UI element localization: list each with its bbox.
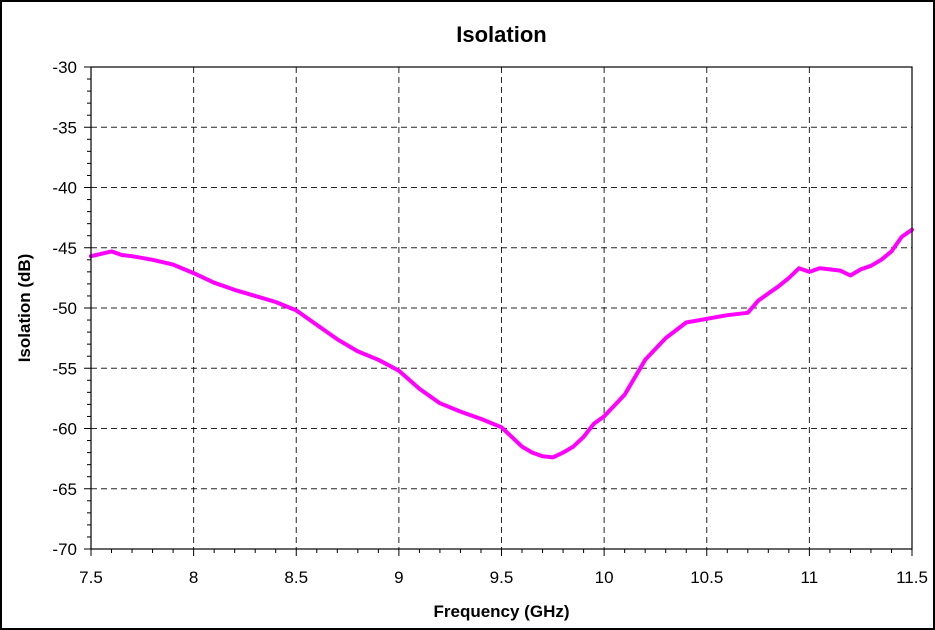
y-tick-label: -35: [52, 118, 77, 137]
y-axis-label: Isolation (dB): [15, 254, 34, 363]
x-tick-label: 10: [595, 568, 614, 587]
x-tick-label: 11.5: [896, 568, 928, 587]
x-tick-label: 8.5: [284, 568, 308, 587]
grid-layer: [91, 67, 912, 549]
y-tick-label: -30: [52, 58, 77, 77]
x-axis-label: Frequency (GHz): [433, 602, 569, 621]
y-tick-label: -45: [52, 239, 77, 258]
y-tick-label: -60: [52, 420, 77, 439]
y-tick-label: -50: [52, 299, 77, 318]
chart-title: Isolation: [456, 22, 546, 47]
x-tick-label: 7.5: [79, 568, 103, 587]
series-layer: [89, 227, 914, 460]
x-tick-label: 9: [394, 568, 403, 587]
y-tick-label: -40: [52, 179, 77, 198]
series-line: [89, 227, 914, 460]
x-tick-label: 9.5: [490, 568, 514, 587]
x-tick-label: 10.5: [690, 568, 723, 587]
x-tick-label: 11: [801, 568, 819, 587]
y-tick-label: -55: [52, 359, 77, 378]
y-tick-label: -70: [52, 540, 77, 559]
tick-layer: 7.5 8 8.5 9 9.5 10 10.5 11 11.5 -30 -35 -40 -45 -50 -5…: [52, 58, 927, 587]
x-tick-label: 8: [189, 568, 198, 587]
y-tick-label: -65: [52, 480, 77, 499]
